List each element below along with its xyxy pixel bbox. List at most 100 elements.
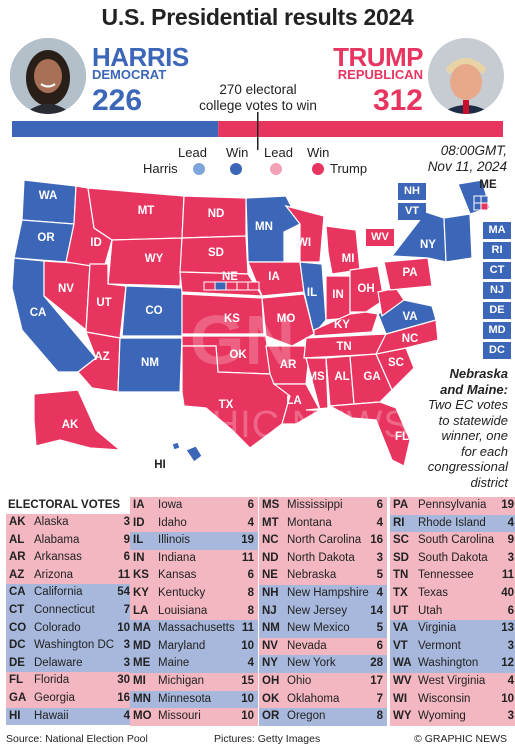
map-label-GA: GA — [363, 371, 380, 383]
ev-count: 4 — [247, 657, 254, 670]
ev-state-name: Illinois — [158, 534, 190, 547]
ev-state-name: Florida — [34, 674, 70, 687]
box-label-DE: DE — [483, 302, 511, 319]
legend-harris: Harris — [143, 161, 178, 176]
trump-portrait — [428, 38, 504, 114]
ev-row-MD: MD Maryland 10 — [130, 637, 258, 657]
ev-count: 30 — [117, 674, 130, 687]
ev-count: 17 — [370, 675, 383, 687]
ev-abbrev: NY — [262, 657, 278, 670]
state-WI — [284, 204, 325, 263]
ev-row-KY: KY Kentucky 8 — [130, 585, 258, 604]
ev-count: 14 — [370, 604, 383, 617]
ev-abbrev: ME — [133, 657, 151, 670]
state-WY — [107, 237, 183, 287]
ev-count: 3 — [507, 639, 514, 652]
ev-row-WI: WI Wisconsin 10 — [390, 690, 515, 710]
map-label-HI: HI — [154, 459, 166, 471]
ev-count: 11 — [117, 568, 130, 581]
ev-count: 3 — [507, 551, 514, 564]
state-TX — [181, 345, 291, 449]
ev-abbrev: MD — [133, 639, 151, 652]
ev-abbrev: ND — [262, 551, 279, 564]
ev-row-UT: UT Utah 6 — [390, 602, 515, 622]
state-AK — [33, 389, 122, 451]
ev-count: 19 — [241, 534, 254, 547]
state-LA — [272, 383, 321, 425]
ev-abbrev: FL — [9, 674, 24, 687]
graphic-news-credit: © GRAPHIC NEWS — [414, 733, 507, 745]
box-label-MA: MA — [483, 222, 511, 239]
ev-state-name: Tennessee — [418, 569, 474, 582]
ev-row-VT: VT Vermont 3 — [390, 637, 515, 657]
ev-state-name: California — [34, 586, 83, 599]
ev-row-ID: ID Idaho 4 — [130, 514, 258, 534]
ev-abbrev: HI — [9, 709, 21, 722]
ev-state-name: Wyoming — [418, 710, 466, 723]
box-label-NJ: NJ — [483, 282, 511, 299]
watermark-logo: GN — [190, 301, 295, 379]
ev-count: 6 — [123, 551, 130, 564]
ev-state-name: South Dakota — [418, 551, 488, 564]
ev-abbrev: VT — [393, 639, 408, 652]
ev-row-KS: KS Kansas 6 — [130, 567, 258, 586]
map-label-OR: OR — [37, 232, 55, 244]
ev-abbrev: IA — [133, 499, 145, 511]
ev-count: 12 — [501, 657, 514, 670]
ev-count: 10 — [241, 710, 254, 723]
map-label-OH: OH — [357, 283, 374, 295]
ev-row-OH: OH Ohio 17 — [259, 673, 387, 692]
ev-state-name: Wisconsin — [418, 692, 471, 705]
ev-row-GA: GA Georgia 16 — [6, 690, 134, 709]
ev-abbrev: WV — [393, 675, 412, 687]
map-label-LA: LA — [286, 395, 301, 407]
threshold-label: 270 electoral college votes to win — [199, 82, 317, 113]
ev-abbrev: MI — [133, 675, 146, 687]
legend-lead-label-dem: Lead — [178, 145, 207, 160]
ev-row-TN: TN Tennessee 11 — [390, 567, 515, 586]
map-label-ND: ND — [208, 208, 225, 220]
legend-trump: Trump — [330, 161, 368, 176]
harris-votes: 226 — [92, 84, 143, 117]
ev-row-HI: HI Hawaii 4 — [6, 707, 134, 727]
box-label-MD: MD — [483, 322, 511, 339]
ev-count: 5 — [376, 569, 383, 582]
map-label-MI: MI — [342, 253, 355, 265]
ev-abbrev: KY — [133, 587, 149, 599]
state-MS — [305, 357, 329, 411]
ev-state-name: Kentucky — [158, 587, 206, 599]
ev-count: 3 — [376, 551, 383, 564]
ev-count: 5 — [376, 622, 383, 635]
ev-row-AK: AK Alaska 3 — [6, 514, 134, 533]
ev-count: 6 — [376, 499, 383, 511]
ev-row-WA: WA Washington 12 — [390, 655, 515, 674]
legend-dem-lead-swatch — [193, 163, 205, 175]
map-label-NY: NY — [420, 239, 436, 251]
legend-rep-lead-swatch — [270, 163, 282, 175]
state-PA — [383, 257, 433, 291]
threshold-line — [257, 112, 259, 150]
ev-row-CO: CO Colorado 10 — [6, 619, 134, 639]
ev-abbrev: AR — [9, 551, 26, 564]
ev-count: 6 — [376, 639, 383, 652]
ev-state-name: Montana — [287, 516, 332, 529]
ev-abbrev: NM — [262, 622, 280, 635]
ev-row-MT: MT Montana 4 — [259, 514, 387, 534]
ev-state-name: Arkansas — [34, 551, 82, 564]
ev-count: 4 — [247, 516, 254, 529]
ev-row-NY: NY New York 28 — [259, 655, 387, 674]
ev-row-NH: NH New Hampshire 4 — [259, 585, 387, 604]
ev-state-name: Rhode Island — [418, 516, 486, 529]
ev-abbrev: WA — [393, 657, 412, 670]
legend-win-label-rep: Win — [307, 145, 330, 160]
legend-win-label-dem: Win — [226, 145, 249, 160]
harris-bar-segment — [12, 121, 219, 137]
ev-row-CT: CT Connecticut 7 — [6, 602, 134, 621]
ev-count: 54 — [117, 586, 130, 599]
ev-state-name: New Jersey — [287, 604, 348, 617]
ev-state-name: Virginia — [418, 622, 457, 635]
ev-count: 6 — [247, 499, 254, 511]
ev-count: 7 — [123, 604, 130, 616]
map-label-SD: SD — [208, 247, 224, 259]
ev-state-name: Nevada — [287, 639, 327, 652]
